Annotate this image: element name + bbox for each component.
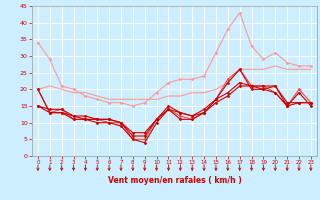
X-axis label: Vent moyen/en rafales ( km/h ): Vent moyen/en rafales ( km/h ): [108, 176, 241, 185]
